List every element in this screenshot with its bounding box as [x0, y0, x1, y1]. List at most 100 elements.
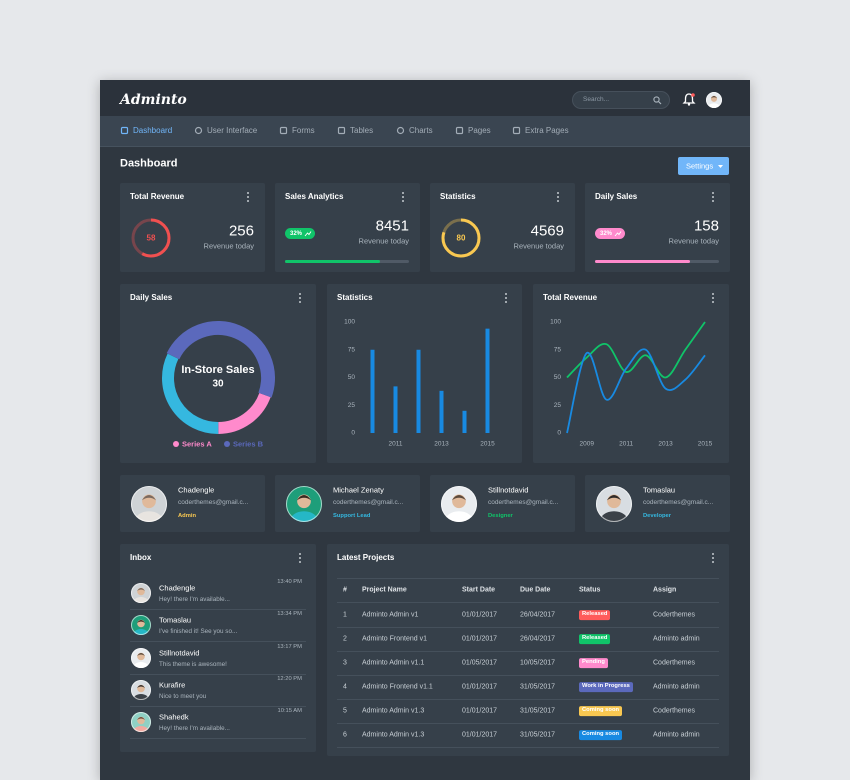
more-menu[interactable]: [711, 553, 715, 563]
table-cell: 01/01/2017: [462, 611, 498, 619]
table-cell: 6: [343, 731, 347, 739]
nav-icon-shape: [455, 126, 464, 135]
avatar: [131, 679, 151, 700]
donut-center-value: 30: [212, 379, 224, 390]
card: Stillnotdavid coderthemes@gmail.c... Desig…: [430, 475, 575, 532]
avatar-image: [286, 486, 322, 522]
avatar-hair: [137, 588, 145, 591]
user-role: Developer: [643, 513, 672, 520]
avatar-body: [133, 661, 149, 668]
more-menu[interactable]: [504, 293, 508, 303]
more-menu[interactable]: [711, 192, 715, 202]
nav-item[interactable]: Pages: [468, 126, 491, 135]
message-sender[interactable]: Chadengle: [159, 583, 196, 593]
menu-dot: [299, 293, 301, 295]
avatar-image: [131, 712, 151, 733]
avatar-image: [131, 615, 151, 636]
ring-gauge: 80: [441, 218, 481, 258]
table-cell: Coderthemes: [653, 707, 696, 715]
stat-value: 256: [228, 222, 254, 240]
status-badge: Work in Progress: [579, 682, 633, 692]
avatar-border: [131, 679, 151, 700]
bell-clapper: [687, 103, 691, 106]
user-email: coderthemes@gmail.c...: [178, 498, 249, 506]
progress-track: [285, 260, 409, 263]
column-header: Status: [579, 586, 601, 594]
message-preview: I've finished it! See you so...: [159, 628, 238, 636]
bar: [462, 410, 467, 433]
more-menu[interactable]: [711, 293, 715, 303]
more-menu[interactable]: [298, 293, 302, 303]
nav-item[interactable]: Extra Pages: [525, 126, 569, 135]
more-menu[interactable]: [556, 192, 560, 202]
search-placeholder: Search...: [583, 95, 610, 103]
message-preview: Nice to meet you: [159, 692, 207, 700]
nav-item[interactable]: User Interface: [207, 126, 258, 135]
column-header: #: [343, 586, 347, 594]
avatar-image: [131, 486, 167, 522]
ring-arc: [441, 218, 481, 258]
trend-arrow: [614, 231, 622, 237]
table-cell: Adminto admin: [653, 683, 700, 691]
menu-dot: [402, 196, 404, 198]
message-time: 13:17 PM: [277, 643, 302, 650]
avatar-hair: [710, 96, 718, 99]
column-header: Start Date: [462, 586, 496, 594]
y-tick-label: 100: [550, 319, 561, 326]
row-divider: [130, 609, 306, 610]
table-cell: 5: [343, 707, 347, 715]
nav-icon: [194, 126, 203, 135]
card: Daily Sales 32% 158 Revenue today: [585, 183, 730, 272]
search-box[interactable]: Search...: [572, 91, 670, 109]
message-sender[interactable]: Stillnotdavid: [159, 647, 200, 657]
table-cell: 2: [343, 635, 347, 643]
menu-dot: [299, 561, 301, 563]
donut-center-label: In-Store Sales: [181, 364, 254, 376]
avatar-hair: [137, 652, 145, 656]
table-cell: 01/05/2017: [462, 659, 498, 667]
nav-icon-shape: [396, 126, 405, 135]
more-menu[interactable]: [298, 553, 302, 563]
menu-dot: [247, 192, 249, 194]
nav-icon-shape: [512, 126, 521, 135]
settings-button[interactable]: Settings: [678, 157, 729, 175]
more-menu[interactable]: [401, 192, 405, 202]
avatar-body: [444, 511, 474, 522]
y-tick-label: 0: [557, 430, 561, 437]
table-cell: 01/01/2017: [462, 731, 498, 739]
table-cell: Coderthemes: [653, 659, 696, 667]
message-preview: This theme is awesome!: [159, 660, 227, 668]
menu-dot: [557, 192, 559, 194]
trend-badge: 32%: [595, 228, 625, 239]
card: Michael Zenaty coderthemes@gmail.c... Supp…: [275, 475, 420, 532]
card-title: Sales Analytics: [285, 192, 344, 201]
stat-caption: Revenue today: [668, 236, 719, 246]
message-sender[interactable]: Shahedk: [159, 712, 189, 722]
message-sender[interactable]: Tomaslau: [159, 615, 192, 625]
row-divider: [130, 673, 306, 675]
card: Daily Sales In-Store Sales 30 Series A Serie…: [120, 284, 316, 463]
nav-icon-shape: [194, 126, 203, 135]
avatar: [596, 486, 632, 522]
nav-item[interactable]: Charts: [409, 126, 433, 135]
card: Statistics 80 4569 Revenue today: [430, 183, 575, 272]
donut-segment: [166, 321, 275, 398]
nav-item[interactable]: Forms: [292, 126, 315, 135]
menu-dot: [505, 301, 507, 303]
message-sender[interactable]: Kurafire: [159, 680, 186, 690]
menu-dot: [299, 297, 301, 299]
more-menu[interactable]: [246, 192, 250, 202]
avatar-image: [441, 486, 477, 522]
menu-dot: [712, 192, 714, 194]
line-series: [566, 348, 706, 434]
avatar-border: [706, 92, 722, 108]
notification-bell[interactable]: [682, 93, 696, 106]
nav-item[interactable]: Tables: [350, 126, 374, 135]
nav-item[interactable]: Dashboard: [133, 126, 173, 135]
card: Statistics 0 25 50 75 100 2011 2013 2015: [327, 284, 522, 463]
nav-icon: [337, 126, 346, 135]
stat-value: 8451: [375, 217, 409, 235]
settings-button-label: Settings: [686, 161, 714, 171]
table-cell: 01/01/2017: [462, 683, 498, 691]
